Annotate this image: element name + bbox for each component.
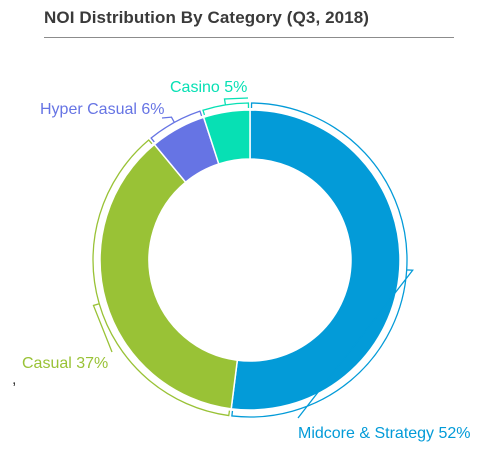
connector-hyper-casual [150,110,203,143]
connector-midcore-strategy [231,102,414,419]
chart-title: NOI Distribution By Category (Q3, 2018) [44,8,370,27]
label-midcore-strategy: Midcore & Strategy 52% [298,425,471,442]
slice-casino [202,109,251,165]
title-divider [44,37,454,38]
connector-casino [202,97,250,116]
connector-casual [92,139,231,417]
slice-midcore-strategy [230,109,401,411]
label-hyper-casual: Hyper Casual 6% [40,101,165,118]
slice-casual [99,143,239,410]
label-casino: Casino 5% [170,79,247,96]
label-casual: Casual 37% [22,355,108,372]
stray-comma: , [12,371,17,388]
